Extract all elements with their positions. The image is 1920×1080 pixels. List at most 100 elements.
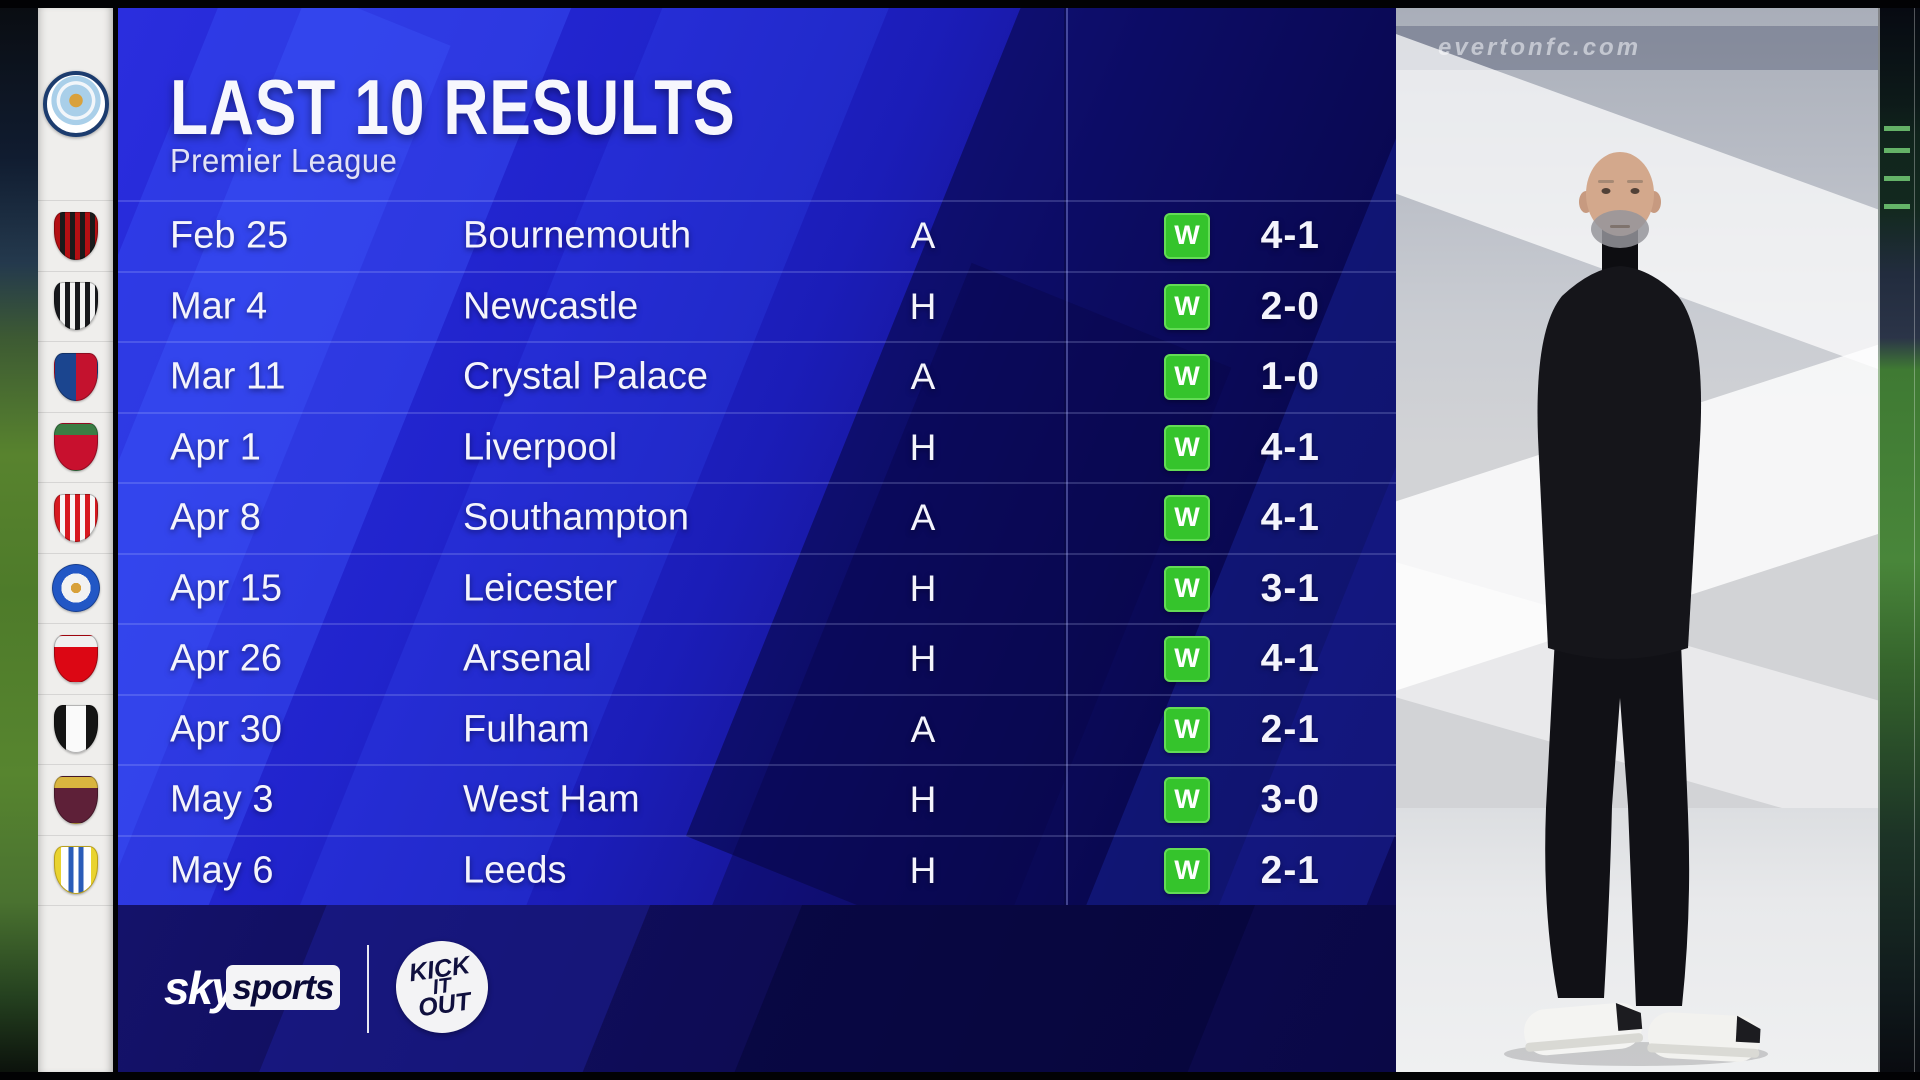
opponent-crest-cell bbox=[38, 341, 113, 412]
result-badge: W bbox=[1164, 213, 1210, 260]
opponent-crest-cell bbox=[38, 482, 113, 553]
crystal-palace-crest-icon bbox=[53, 352, 98, 401]
glass-edge-highlight bbox=[1914, 8, 1915, 1072]
newcastle-crest-icon bbox=[53, 282, 98, 331]
match-score: 1-0 bbox=[1260, 355, 1320, 399]
team-crest-strip bbox=[38, 8, 113, 1072]
west-ham-crest-icon bbox=[53, 775, 98, 824]
sky-sports-logo: sports bbox=[226, 965, 340, 1010]
match-score: 4-1 bbox=[1260, 214, 1320, 258]
match-score: 2-1 bbox=[1260, 707, 1320, 751]
home-away-indicator: H bbox=[909, 567, 937, 609]
opponent-name: Bournemouth bbox=[463, 214, 692, 257]
liverpool-crest-icon bbox=[53, 423, 98, 472]
footer-logos: sky sports KICK IT OUT bbox=[118, 905, 1396, 1072]
opponent-name: Liverpool bbox=[463, 426, 618, 469]
home-away-indicator: H bbox=[909, 285, 937, 327]
result-row: Mar 4 Newcastle H W 2-0 bbox=[118, 270, 1396, 342]
result-badge: W bbox=[1164, 424, 1210, 471]
scoreboard-text-blur bbox=[1884, 176, 1910, 181]
match-date: Mar 4 bbox=[170, 285, 268, 328]
scoreboard-text-blur bbox=[1884, 126, 1910, 131]
opponent-crest-cell bbox=[38, 623, 113, 694]
match-date: May 3 bbox=[170, 778, 274, 821]
leeds-crest-icon bbox=[53, 846, 98, 895]
result-row: Apr 30 Fulham A W 2-1 bbox=[118, 693, 1396, 765]
opponent-name: Arsenal bbox=[463, 637, 592, 680]
page-title: LAST 10 RESULTS bbox=[170, 63, 736, 151]
opponent-name: Newcastle bbox=[463, 285, 639, 328]
results-rows: Feb 25 Bournemouth A W 4-1 Mar 4 Newcastle H W 2-… bbox=[118, 8, 1396, 1072]
result-badge: W bbox=[1164, 706, 1210, 753]
match-date: Apr 30 bbox=[170, 708, 282, 751]
result-badge: W bbox=[1164, 777, 1210, 824]
fulham-crest-icon bbox=[53, 705, 98, 754]
match-date: Apr 8 bbox=[170, 496, 261, 539]
match-score: 4-1 bbox=[1260, 425, 1320, 469]
result-row: Apr 8 Southampton A W 4-1 bbox=[118, 482, 1396, 553]
opponent-name: Leeds bbox=[463, 849, 567, 892]
opponent-crest-cell bbox=[38, 200, 113, 271]
home-away-indicator: A bbox=[910, 356, 936, 398]
club-crest-cell bbox=[38, 8, 113, 200]
result-badge: W bbox=[1164, 636, 1210, 683]
result-badge: W bbox=[1164, 565, 1210, 612]
match-date: May 6 bbox=[170, 849, 274, 892]
southampton-crest-icon bbox=[53, 493, 98, 542]
opponent-name: Leicester bbox=[463, 567, 618, 610]
background-video-right bbox=[1878, 8, 1920, 1072]
scoreboard-text-blur bbox=[1884, 204, 1910, 209]
stadium-banner-text: evertonfc.com bbox=[1438, 34, 1642, 61]
result-row: May 6 Leeds H W 2-1 bbox=[118, 834, 1396, 906]
home-away-indicator: H bbox=[909, 779, 937, 821]
result-row: Apr 15 Leicester H W 3-1 bbox=[118, 552, 1396, 624]
match-date: Feb 25 bbox=[170, 214, 289, 257]
bournemouth-crest-icon bbox=[53, 211, 98, 260]
home-away-indicator: A bbox=[910, 215, 936, 257]
result-badge: W bbox=[1164, 283, 1210, 330]
leicester-crest-icon bbox=[51, 564, 100, 613]
result-badge: W bbox=[1164, 847, 1210, 894]
kick-it-out-logo-icon: KICK IT OUT bbox=[390, 935, 494, 1039]
manager-photo-area: evertonfc.com bbox=[1396, 8, 1878, 1072]
arsenal-crest-icon bbox=[53, 634, 98, 683]
match-score: 2-0 bbox=[1260, 284, 1320, 328]
home-away-indicator: A bbox=[910, 708, 936, 750]
opponent-crest-cell bbox=[38, 552, 113, 624]
home-away-indicator: H bbox=[909, 638, 937, 680]
match-score: 3-0 bbox=[1260, 778, 1320, 822]
glass-edge-highlight bbox=[1878, 8, 1880, 1072]
match-date: Mar 11 bbox=[170, 355, 286, 398]
result-row: May 3 West Ham H W 3-0 bbox=[118, 764, 1396, 835]
background-video-left bbox=[0, 8, 38, 1072]
pep-guardiola-figure bbox=[1504, 152, 1768, 1066]
match-date: Apr 26 bbox=[170, 637, 282, 680]
manchester-city-crest-icon bbox=[42, 71, 109, 137]
opponent-name: Southampton bbox=[463, 496, 690, 539]
match-date: Apr 1 bbox=[170, 426, 261, 469]
home-away-indicator: H bbox=[909, 426, 937, 468]
results-panel: LAST 10 RESULTS Premier League Feb 25 Bou… bbox=[118, 8, 1396, 1072]
result-row: Mar 11 Crystal Palace A W 1-0 bbox=[118, 341, 1396, 412]
opponent-crest-cell bbox=[38, 834, 113, 906]
match-score: 2-1 bbox=[1260, 848, 1320, 892]
opponent-name: Crystal Palace bbox=[463, 355, 708, 398]
opponent-crest-cell bbox=[38, 270, 113, 342]
opponent-name: West Ham bbox=[463, 778, 640, 821]
match-score: 3-1 bbox=[1260, 566, 1320, 610]
match-score: 4-1 bbox=[1260, 496, 1320, 540]
opponent-crest-cell bbox=[38, 411, 113, 483]
result-row: Feb 25 Bournemouth A W 4-1 bbox=[118, 200, 1396, 271]
logo-divider bbox=[367, 945, 369, 1033]
opponent-crest-cell bbox=[38, 693, 113, 765]
column-divider bbox=[1064, 8, 1068, 905]
page-subtitle: Premier League bbox=[170, 142, 398, 179]
match-date: Apr 15 bbox=[170, 567, 282, 610]
match-score: 4-1 bbox=[1260, 637, 1320, 681]
home-away-indicator: H bbox=[909, 849, 937, 891]
opponent-name: Fulham bbox=[463, 708, 590, 751]
result-row: Apr 1 Liverpool H W 4-1 bbox=[118, 411, 1396, 483]
home-away-indicator: A bbox=[910, 497, 936, 539]
scoreboard-text-blur bbox=[1884, 148, 1910, 153]
